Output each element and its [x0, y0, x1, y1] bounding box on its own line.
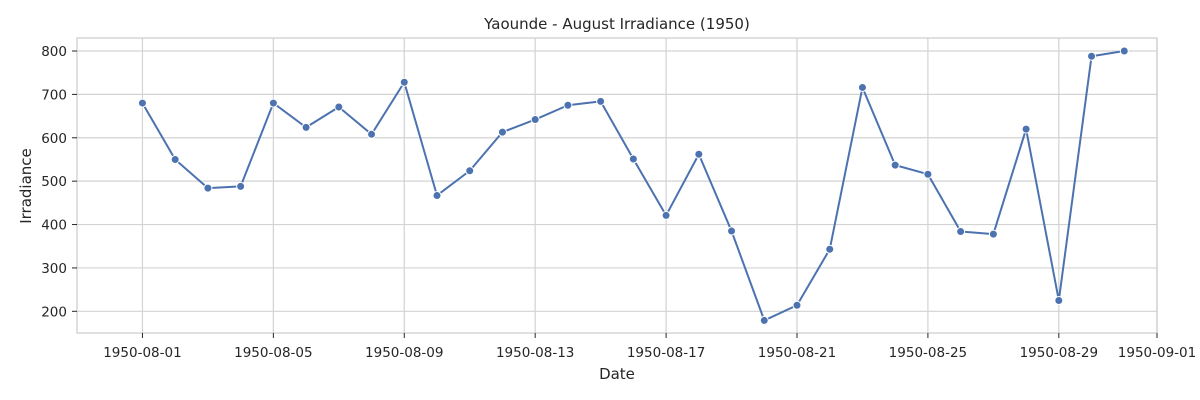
- data-point: [661, 210, 671, 220]
- x-tick-label: 1950-08-09: [365, 345, 443, 361]
- data-point: [759, 315, 769, 325]
- data-point: [825, 244, 835, 254]
- y-tick-label: 200: [41, 304, 67, 320]
- y-axis-label: Irradiance: [17, 148, 35, 224]
- data-point: [628, 154, 638, 164]
- data-point: [890, 160, 900, 170]
- y-tick-label: 600: [41, 131, 67, 147]
- data-point: [334, 102, 344, 112]
- data-point: [236, 181, 246, 191]
- data-point: [988, 229, 998, 239]
- data-point: [268, 98, 278, 108]
- axis-ticks: 1950-08-01 1950-08-05 1950-08-09 1950-08-13…: [41, 44, 1196, 361]
- x-tick-label: 1950-08-13: [496, 345, 574, 361]
- x-tick-label: 1950-08-01: [103, 345, 181, 361]
- data-point: [727, 226, 737, 236]
- data-point: [530, 115, 540, 125]
- series-layer: [137, 46, 1129, 325]
- grid-lines: [77, 38, 1158, 333]
- x-tick-label: 1950-08-25: [889, 345, 967, 361]
- data-point: [857, 82, 867, 92]
- x-tick-label: 1950-08-29: [1020, 345, 1098, 361]
- y-tick-label: 800: [41, 44, 67, 60]
- data-point: [1119, 46, 1129, 56]
- data-point: [596, 96, 606, 106]
- data-point: [399, 77, 409, 87]
- y-tick-label: 400: [41, 218, 67, 234]
- x-axis-label: Date: [599, 365, 635, 383]
- plot-frame: [76, 37, 1158, 334]
- data-point: [170, 154, 180, 164]
- data-point: [694, 149, 704, 159]
- x-tick-label: 1950-08-21: [758, 345, 836, 361]
- data-point: [792, 300, 802, 310]
- data-point: [497, 127, 507, 137]
- chart-title: Yaounde - August Irradiance (1950): [483, 15, 750, 33]
- data-point: [1087, 51, 1097, 61]
- y-tick-label: 700: [41, 87, 67, 103]
- y-tick-label: 500: [41, 174, 67, 190]
- data-point: [367, 129, 377, 139]
- data-point: [1021, 124, 1031, 134]
- data-point: [432, 190, 442, 200]
- data-point: [137, 98, 147, 108]
- data-point: [563, 100, 573, 110]
- data-point: [465, 166, 475, 176]
- data-point: [203, 183, 213, 193]
- x-tick-label: 1950-08-17: [627, 345, 705, 361]
- data-point: [1054, 295, 1064, 305]
- y-tick-label: 300: [41, 261, 67, 277]
- data-point: [923, 169, 933, 179]
- data-point: [301, 122, 311, 132]
- data-point: [956, 226, 966, 236]
- series-line: [141, 50, 1125, 322]
- x-tick-label: 1950-08-05: [234, 345, 312, 361]
- x-tick-label: 1950-09-01: [1118, 345, 1196, 361]
